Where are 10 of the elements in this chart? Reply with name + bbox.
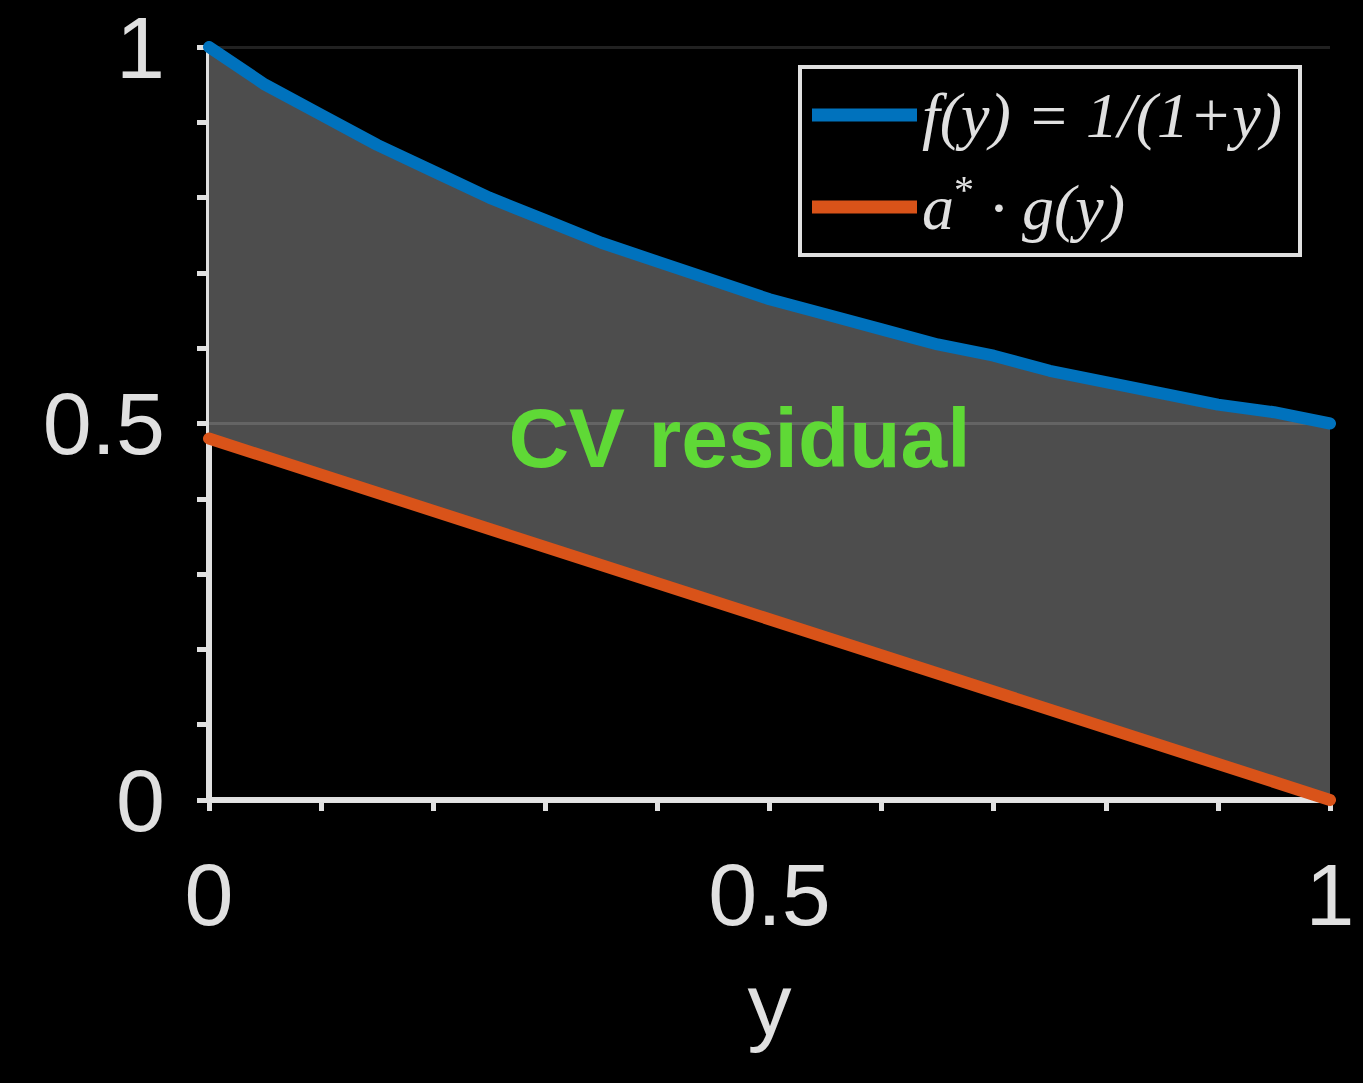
x-tick-label: 1	[1305, 844, 1355, 944]
x-tick-label: 0.5	[708, 844, 831, 944]
annotation: CV residual	[508, 390, 971, 485]
y-tick-label: 0.5	[42, 374, 165, 473]
y-tick-label: 1	[116, 0, 165, 97]
legend-label: a* · g(y)	[922, 166, 1126, 243]
x-axis-title: y	[747, 954, 792, 1054]
legend-label: f(y) = 1/(1+y)	[922, 79, 1282, 151]
x-tick-label: 0	[184, 844, 234, 944]
y-tick-label: 0	[116, 750, 165, 850]
